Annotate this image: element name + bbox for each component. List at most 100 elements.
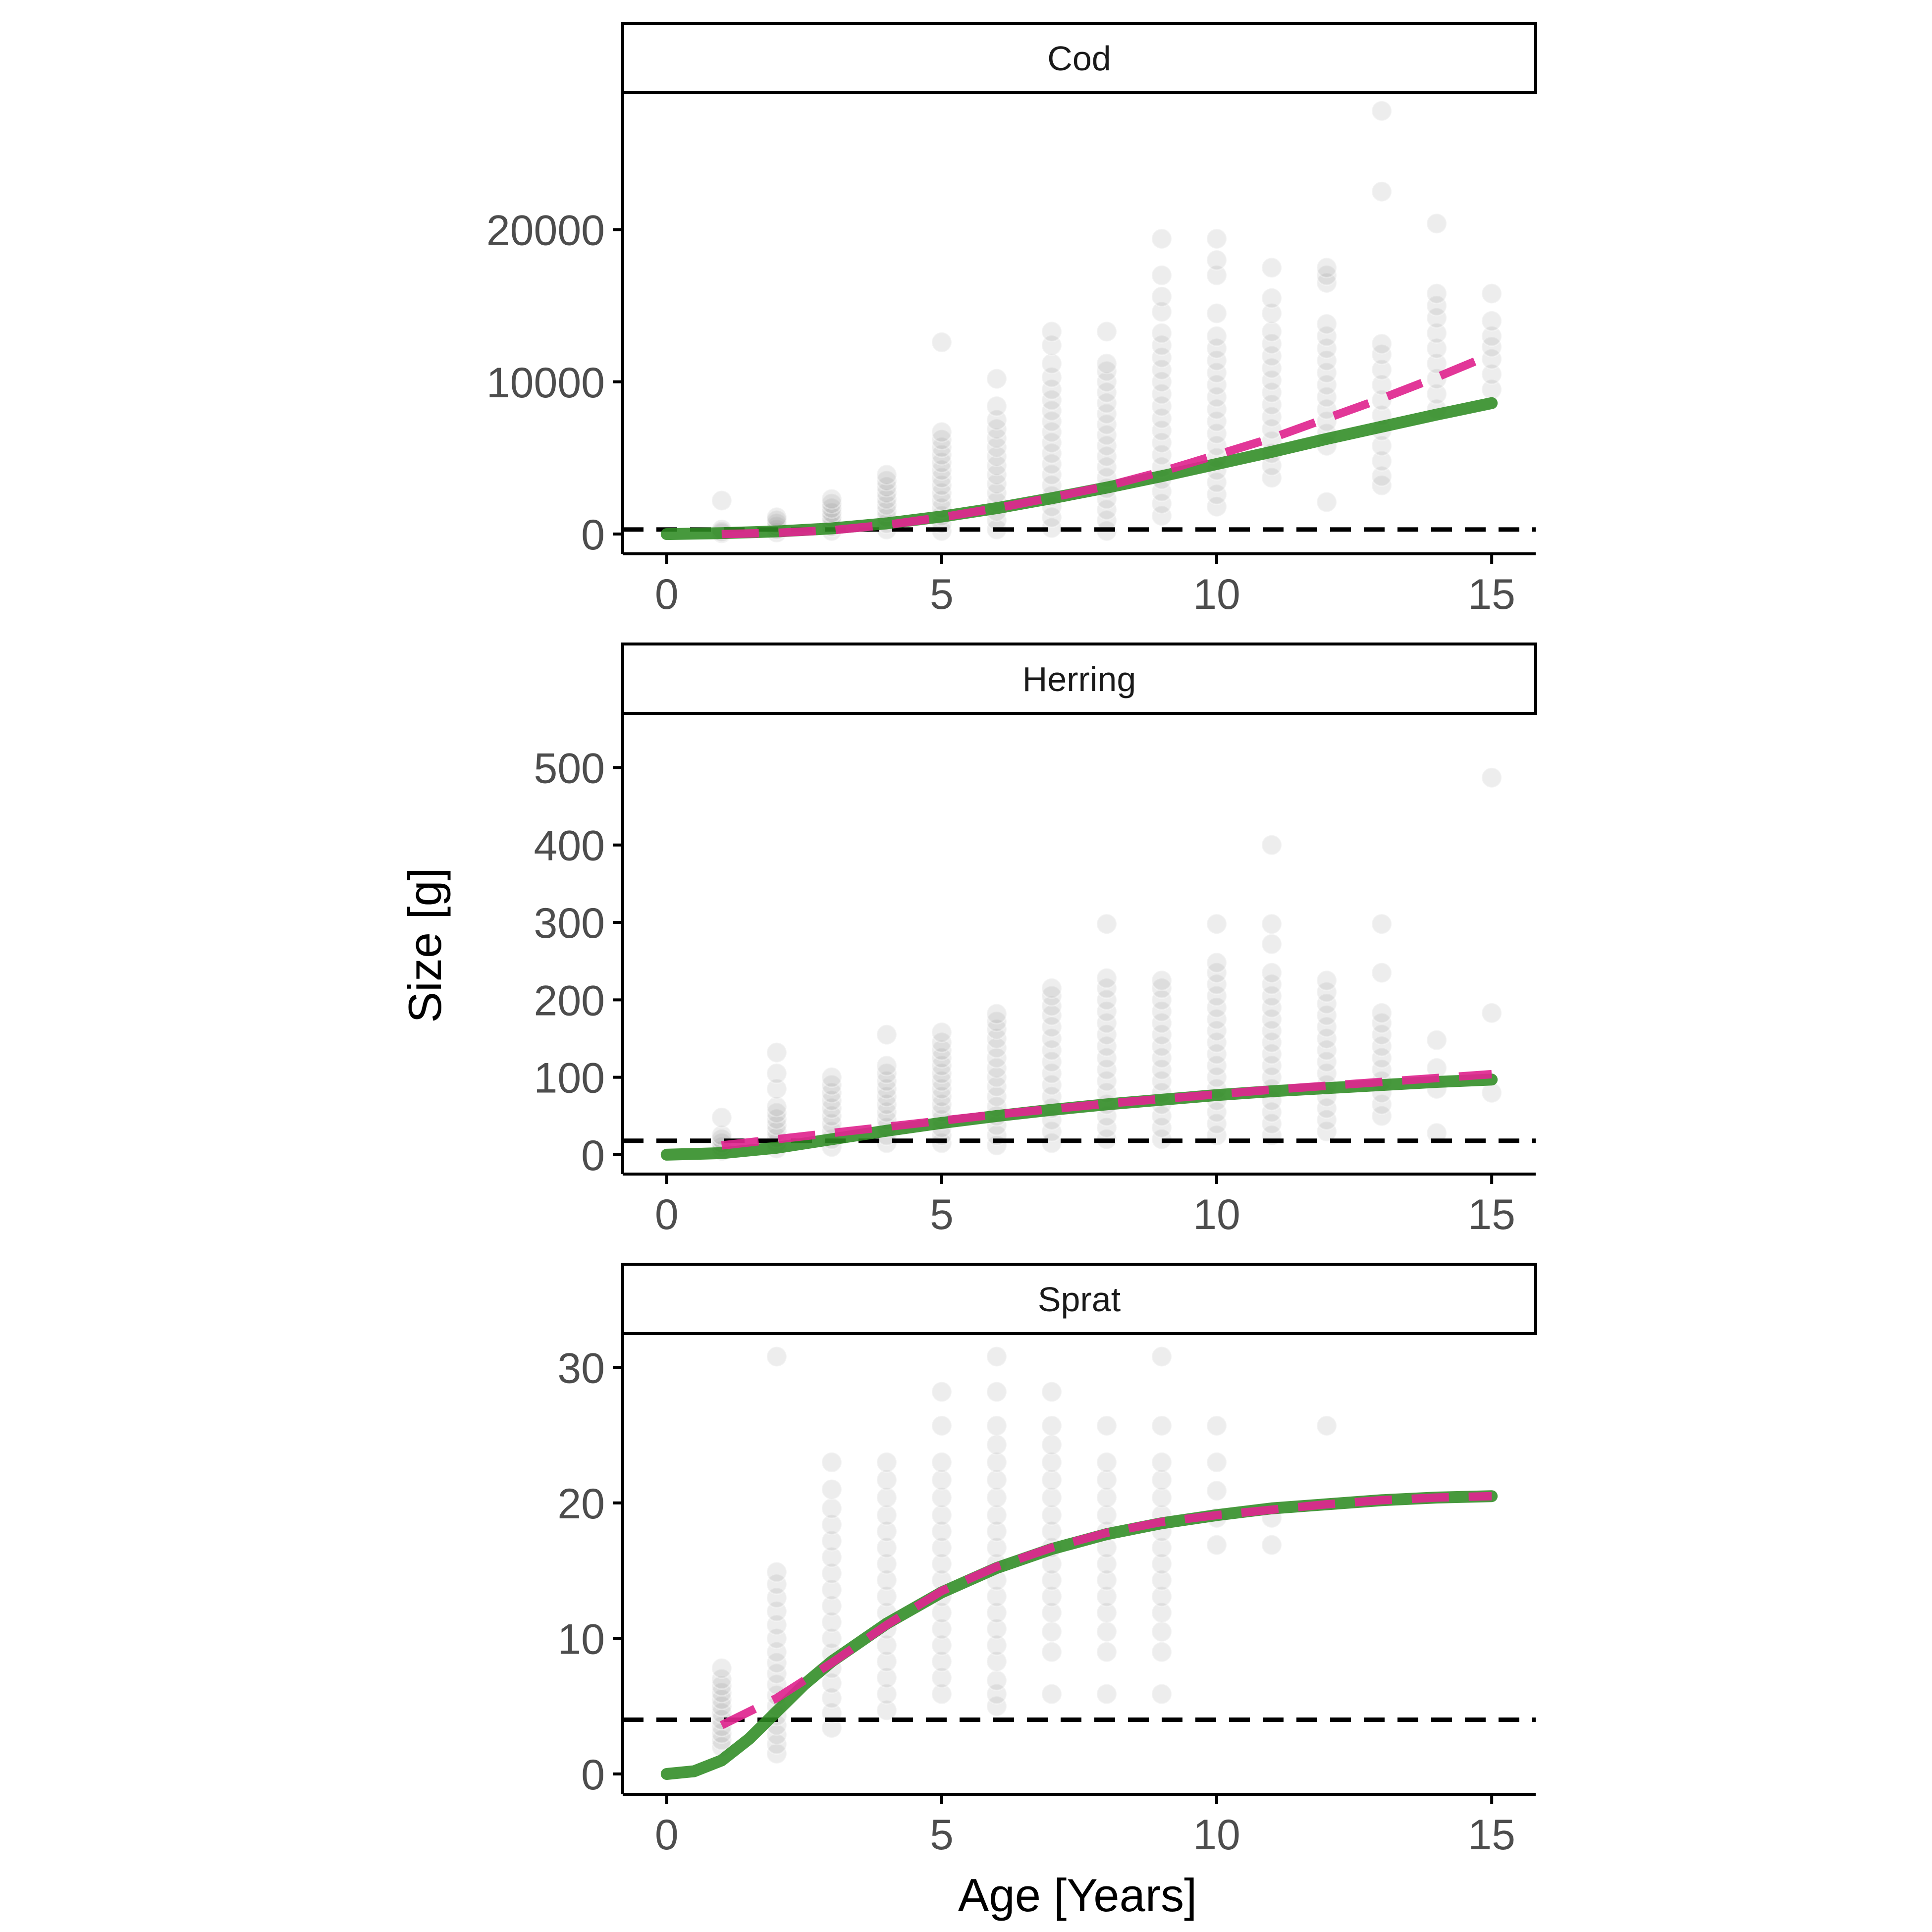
strip-label: Cod xyxy=(1047,39,1111,78)
data-point xyxy=(1206,303,1228,324)
data-point xyxy=(1316,1121,1338,1142)
data-point xyxy=(1151,1553,1173,1575)
data-point xyxy=(1096,1683,1118,1705)
data-point xyxy=(1206,1534,1228,1556)
x-tick-label: 15 xyxy=(1468,1191,1515,1238)
data-point xyxy=(876,1487,898,1508)
data-point xyxy=(876,1504,898,1526)
data-point xyxy=(1371,913,1393,935)
data-point xyxy=(1481,348,1503,370)
data-point xyxy=(1041,1132,1063,1154)
data-point xyxy=(1151,1035,1173,1057)
data-point xyxy=(1096,1469,1118,1491)
data-point xyxy=(1481,283,1503,305)
data-point xyxy=(766,1663,788,1685)
data-point xyxy=(1261,257,1283,278)
data-point xyxy=(1151,1117,1173,1138)
data-point xyxy=(821,1074,843,1096)
data-point xyxy=(821,1672,843,1694)
data-point xyxy=(986,1695,1008,1717)
data-point xyxy=(1041,453,1063,475)
data-point xyxy=(1096,1621,1118,1643)
data-point xyxy=(931,1021,953,1043)
data-point xyxy=(1316,1039,1338,1061)
data-point xyxy=(1261,467,1283,488)
data-point xyxy=(1371,343,1393,365)
data-point xyxy=(1041,1504,1063,1526)
data-point xyxy=(931,475,953,496)
data-point xyxy=(1206,374,1228,396)
data-point xyxy=(986,368,1008,390)
data-point xyxy=(1206,1415,1228,1437)
data-point xyxy=(766,1063,788,1084)
data-point xyxy=(821,497,843,519)
data-point xyxy=(931,1537,953,1558)
data-point xyxy=(1426,353,1448,375)
data-point xyxy=(1371,450,1393,472)
data-point xyxy=(986,395,1008,417)
data-point xyxy=(1041,400,1063,422)
data-point xyxy=(1316,398,1338,420)
data-point xyxy=(1316,491,1338,513)
points-layer xyxy=(711,767,1503,1162)
data-point xyxy=(931,459,953,481)
data-point xyxy=(986,445,1008,467)
data-point xyxy=(711,1682,733,1704)
data-point xyxy=(1261,1101,1283,1123)
data-point xyxy=(931,1667,953,1689)
data-point xyxy=(876,1451,898,1473)
data-point xyxy=(1316,981,1338,1003)
panel-herring: Herring 0 100 200 300 400 500 0 5 10 15 xyxy=(534,643,1537,1238)
data-point xyxy=(821,1082,843,1104)
data-point xyxy=(931,1618,953,1640)
data-point xyxy=(1096,435,1118,457)
data-point xyxy=(1206,1451,1228,1473)
data-point xyxy=(711,1675,733,1697)
data-point xyxy=(1041,506,1063,528)
data-point xyxy=(876,488,898,510)
data-point xyxy=(986,1602,1008,1623)
data-point xyxy=(766,1108,788,1130)
data-point xyxy=(1151,265,1173,286)
data-point xyxy=(1371,1035,1393,1057)
panel-cod: Cod 0 10000 20000 0 5 10 15 xyxy=(486,22,1537,618)
data-point xyxy=(766,1102,788,1124)
data-point xyxy=(931,1602,953,1623)
data-point xyxy=(986,1634,1008,1656)
x-tick-label: 0 xyxy=(655,1811,679,1859)
data-point xyxy=(1096,1451,1118,1473)
data-point xyxy=(1041,977,1063,999)
data-point xyxy=(931,1683,953,1705)
data-point xyxy=(1426,383,1448,405)
data-point xyxy=(1096,1059,1118,1080)
data-point xyxy=(876,1063,898,1084)
data-point xyxy=(1151,432,1173,454)
data-point xyxy=(986,1037,1008,1059)
data-point xyxy=(1316,1027,1338,1049)
y-tick-label: 10 xyxy=(557,1615,605,1663)
x-tick-label: 5 xyxy=(930,1191,954,1238)
data-point xyxy=(1261,381,1283,403)
data-point xyxy=(1041,353,1063,375)
data-point xyxy=(1316,969,1338,991)
data-point xyxy=(931,452,953,474)
data-point xyxy=(821,1562,843,1584)
data-point xyxy=(1316,1005,1338,1026)
data-point xyxy=(1041,1683,1063,1705)
data-point xyxy=(1041,464,1063,485)
data-point xyxy=(1316,337,1338,359)
data-point xyxy=(1206,435,1228,457)
data-point xyxy=(1151,1683,1173,1705)
data-point xyxy=(1261,1043,1283,1065)
data-point xyxy=(1151,420,1173,441)
data-point xyxy=(986,464,1008,485)
x-tick-label: 0 xyxy=(655,1191,679,1238)
data-point xyxy=(711,1668,733,1690)
data-point xyxy=(1316,325,1338,347)
points-layer xyxy=(711,100,1503,544)
data-point xyxy=(1151,493,1173,515)
data-point xyxy=(1096,913,1118,935)
data-point xyxy=(1426,322,1448,344)
data-point xyxy=(1206,496,1228,518)
data-point xyxy=(1206,913,1228,935)
